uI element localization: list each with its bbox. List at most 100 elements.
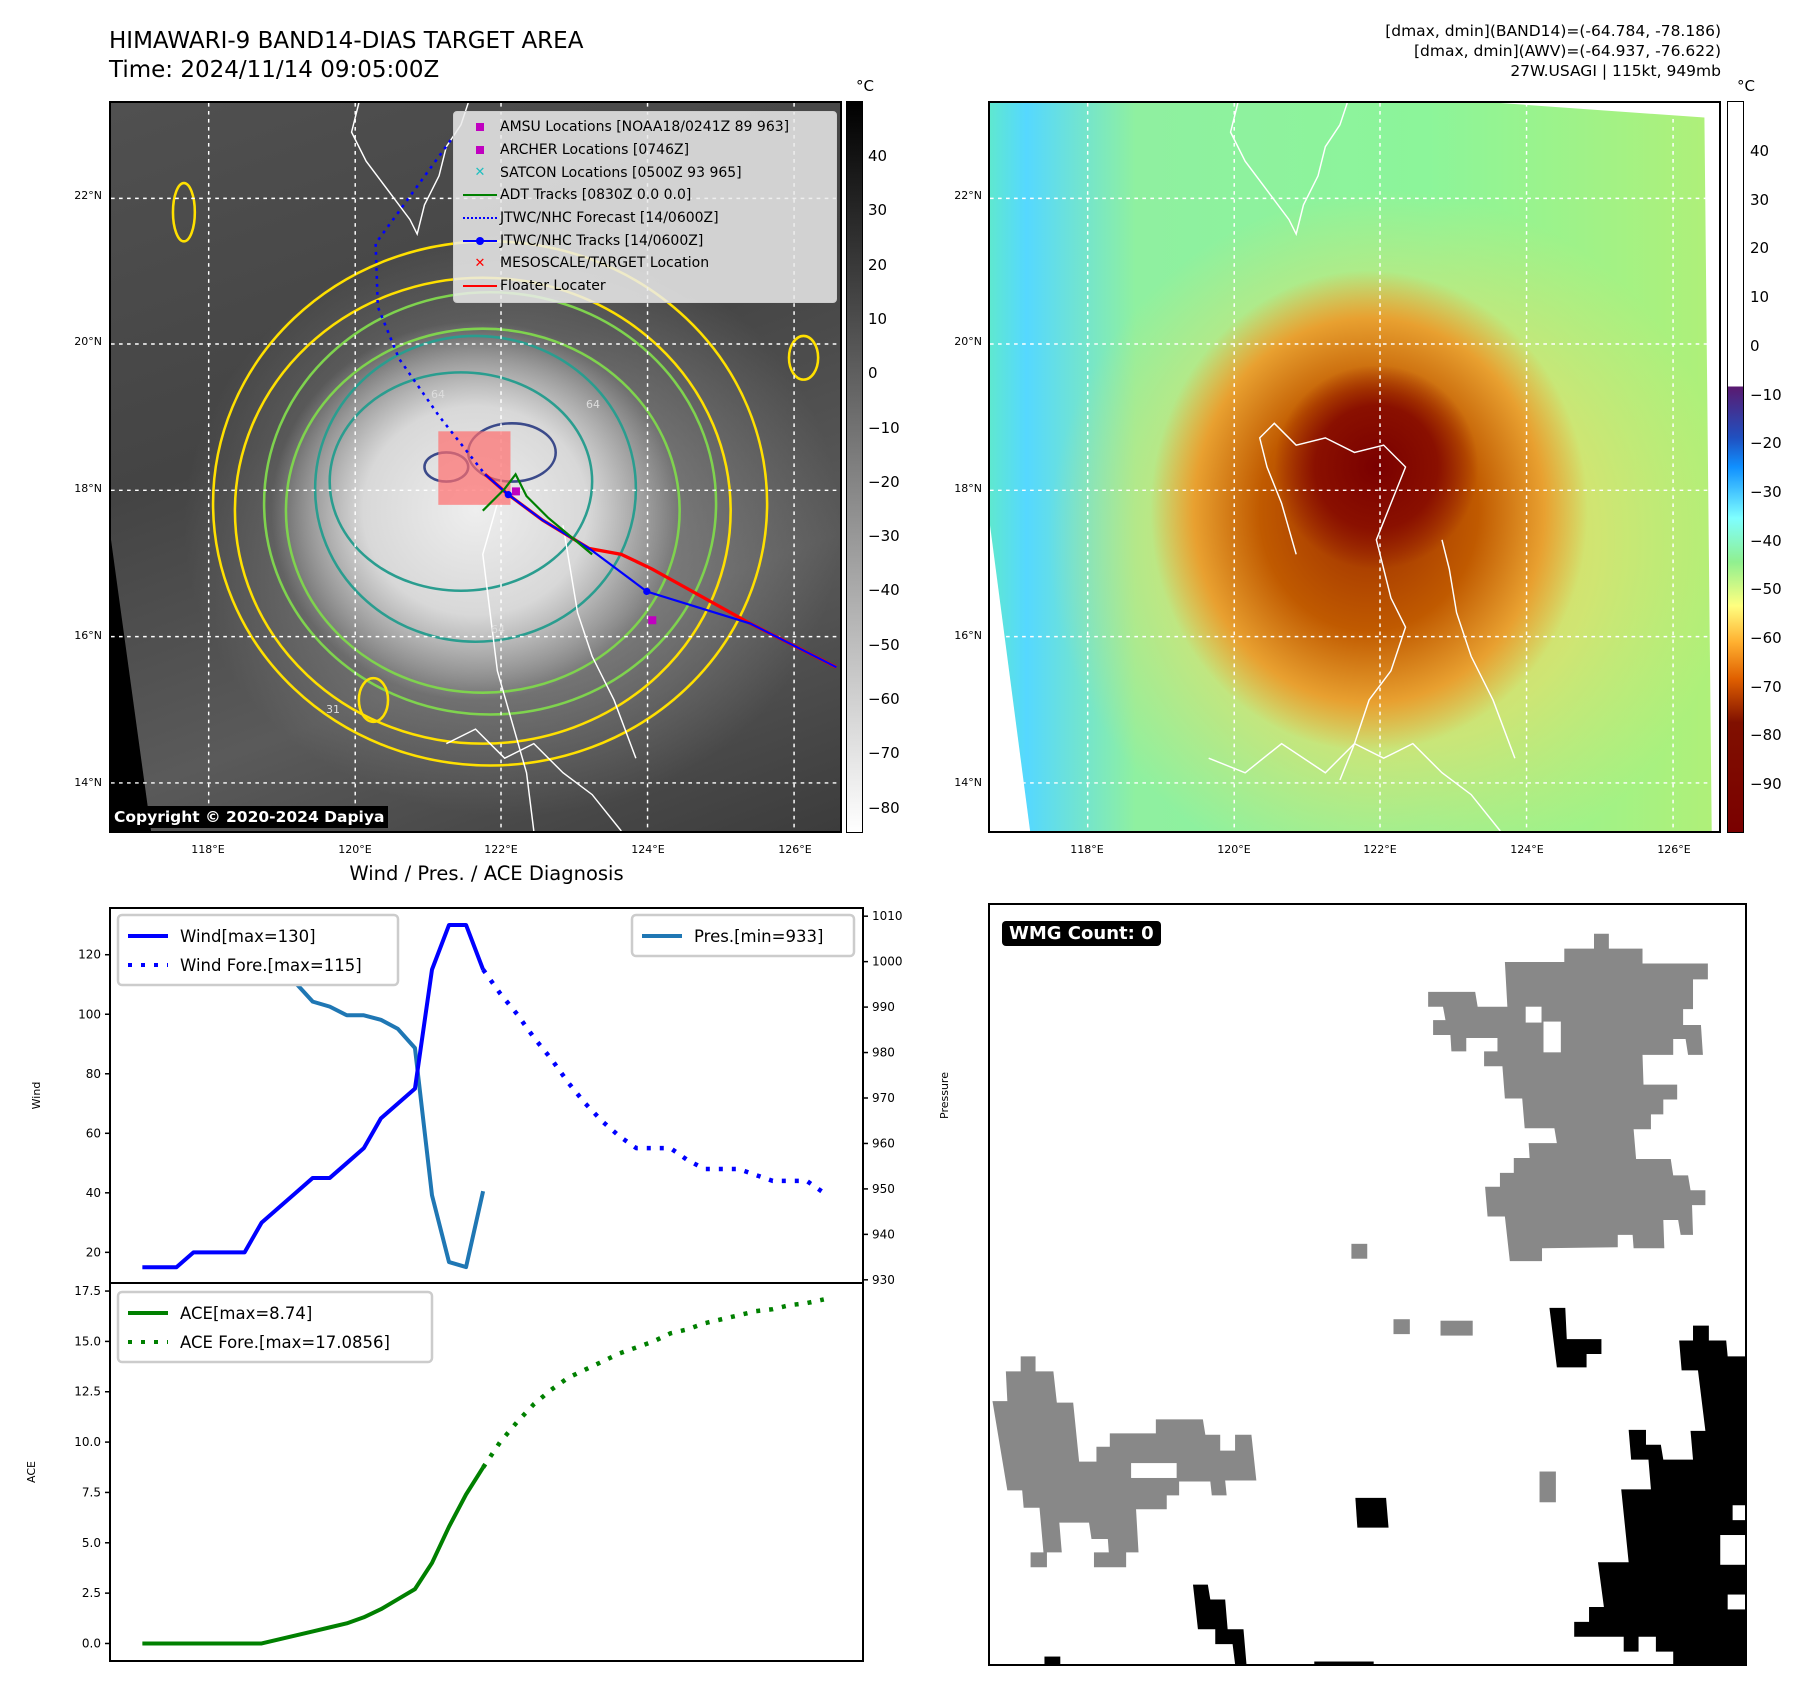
- contour-label: 64: [431, 388, 445, 401]
- colorbar-tick-label: 40: [868, 147, 888, 165]
- colorbar-tick-label: −80: [868, 798, 900, 817]
- legend-label: ACE Fore.[max=17.0856]: [180, 1333, 390, 1352]
- ace-tick-label: 0.0: [82, 1636, 101, 1650]
- lat-label: 20°N: [74, 335, 102, 348]
- ace-tick-label: 17.5: [74, 1284, 101, 1298]
- colorbar-tick-label: −60: [1750, 629, 1782, 647]
- legend-label: Wind Fore.[max=115]: [180, 956, 362, 975]
- title-line-2: Time: 2024/11/14 09:05:00Z: [109, 57, 440, 83]
- legend-label: Pres.[min=933]: [694, 927, 823, 946]
- lat-label: 20°N: [954, 335, 982, 348]
- wmg-holes: [1131, 1006, 1561, 1478]
- colorbar-tick-label: −30: [868, 527, 900, 546]
- contour-label: 64: [491, 623, 505, 636]
- coastlines: [1208, 103, 1516, 831]
- left-colorbar-unit: °C: [856, 77, 874, 95]
- colorbar-tick-label: −10: [1750, 385, 1782, 404]
- ace-tick-label: 10.0: [74, 1435, 101, 1449]
- colorbar-tick-label: 20: [868, 255, 888, 274]
- awv-overlay: [990, 103, 1719, 831]
- pressure-axis-label: Pressure: [938, 1072, 951, 1119]
- lat-label: 14°N: [954, 776, 982, 789]
- annot-awv: [dmax, dmin](AWV)=(-64.937, -76.622): [1414, 42, 1721, 60]
- square-icon: [476, 123, 484, 132]
- colorbar-tick-label: −20: [1750, 434, 1782, 453]
- colorbar-tick-label: −70: [1750, 677, 1782, 696]
- pressure-tick-label: 1000: [872, 955, 903, 969]
- wind-pres-ace-chart: 20 40 60 80 100 120 930 940 950 960 970 980 990 1000 1…: [25, 907, 951, 1662]
- wmg-count-badge: WMG Count: 0: [1002, 921, 1161, 946]
- colorbar-tick-label: −50: [868, 635, 900, 654]
- pressure-tick-label: 960: [872, 1136, 895, 1150]
- lon-label: 120°E: [1217, 843, 1251, 856]
- legend-item-floater: Floater Locater: [460, 275, 830, 298]
- left-colorbar: [846, 101, 863, 833]
- ace-tick-label: 5.0: [82, 1536, 101, 1550]
- title-line-1: HIMAWARI-9 BAND14-DIAS TARGET AREA: [109, 28, 584, 54]
- colorbar-tick-label: −10: [868, 418, 900, 437]
- legend-label: ACE[max=8.74]: [180, 1304, 312, 1323]
- pressure-tick-label: 990: [872, 1000, 895, 1014]
- coastlines: [350, 103, 637, 831]
- archer-location: [511, 487, 520, 496]
- lat-label: 18°N: [954, 482, 982, 495]
- colorbar-tick-label: −20: [868, 472, 900, 491]
- ace-axis-label: ACE: [25, 1461, 38, 1483]
- colorbar-tick-label: −30: [1750, 482, 1782, 501]
- legend-item-amsu: AMSU Locations [NOAA18/0241Z 89 963]: [460, 116, 830, 139]
- no-data-region: [111, 539, 152, 831]
- wmg-panel: WMG Count: 0: [988, 903, 1747, 1666]
- diagnosis-title: Wind / Pres. / ACE Diagnosis: [349, 862, 624, 885]
- no-data-region: [990, 525, 1031, 831]
- lon-label: 118°E: [1070, 843, 1104, 856]
- pressure-tick-label: 1010: [872, 909, 903, 923]
- wind-tick-label: 100: [78, 1007, 101, 1021]
- colorbar-tick-label: −40: [1750, 531, 1782, 550]
- wind-legend: [116, 913, 400, 987]
- figure-title: HIMAWARI-9 BAND14-DIAS TARGET AREA Time:…: [109, 27, 583, 85]
- legend-item-satcon: ✕ SATCON Locations [0500Z 93 965]: [460, 161, 830, 184]
- legend-item-tracks: JTWC/NHC Tracks [14/0600Z]: [460, 229, 830, 252]
- amsu-location: [648, 616, 657, 625]
- wind-tick-label: 20: [86, 1245, 101, 1259]
- colorbar-tick-label: 30: [868, 201, 888, 220]
- legend-item-forecast: JTWC/NHC Forecast [14/0600Z]: [460, 207, 830, 230]
- lon-label: 126°E: [778, 843, 812, 856]
- copyright-label: Copyright © 2020-2024 Dapiya: [110, 806, 389, 828]
- wind-tick-label: 80: [86, 1067, 101, 1081]
- no-data-region: [1500, 103, 1719, 831]
- ace-forecast-line: [481, 1297, 825, 1469]
- pressure-legend: [630, 913, 856, 958]
- colorbar-tick-label: −60: [868, 690, 900, 708]
- colorbar-tick-label: −90: [1750, 775, 1782, 794]
- ace-legend: [116, 1290, 434, 1364]
- pressure-tick-label: 970: [872, 1091, 895, 1105]
- colorbar-tick-label: 10: [868, 309, 888, 328]
- contour-label: 64: [586, 398, 600, 411]
- lat-label: 22°N: [74, 189, 102, 202]
- legend-label: Wind[max=130]: [180, 927, 316, 946]
- dotted-line-icon: [463, 217, 497, 220]
- map-legend: AMSU Locations [NOAA18/0241Z 89 963] ARC…: [453, 111, 837, 303]
- lon-label: 120°E: [338, 843, 372, 856]
- lon-label: 124°E: [631, 843, 665, 856]
- x-marker-icon: ✕: [474, 165, 486, 181]
- colorbar-tick-label: 10: [1750, 288, 1770, 307]
- ace-axes-frame: [109, 1282, 864, 1662]
- colorbar-tick-label: −70: [868, 744, 900, 763]
- lat-label: 18°N: [74, 482, 102, 495]
- lat-label: 22°N: [954, 189, 982, 202]
- colorbar-tick-label: 20: [1750, 239, 1770, 258]
- pressure-tick-label: 930: [872, 1273, 895, 1287]
- ace-line: [142, 1466, 485, 1646]
- intensity-annotation: [dmax, dmin](BAND14)=(-64.784, -78.186) …: [1385, 21, 1721, 81]
- lon-label: 126°E: [1657, 843, 1691, 856]
- lat-label: 14°N: [74, 776, 102, 789]
- lat-label: 16°N: [74, 629, 102, 642]
- lat-label: 16°N: [954, 629, 982, 642]
- colorbar-tick-label: 0: [1750, 336, 1760, 355]
- colorbar-tick-label: 40: [1750, 142, 1770, 160]
- contour-label: 31: [326, 703, 340, 716]
- lon-label: 124°E: [1510, 843, 1544, 856]
- gridlines: [990, 103, 1719, 831]
